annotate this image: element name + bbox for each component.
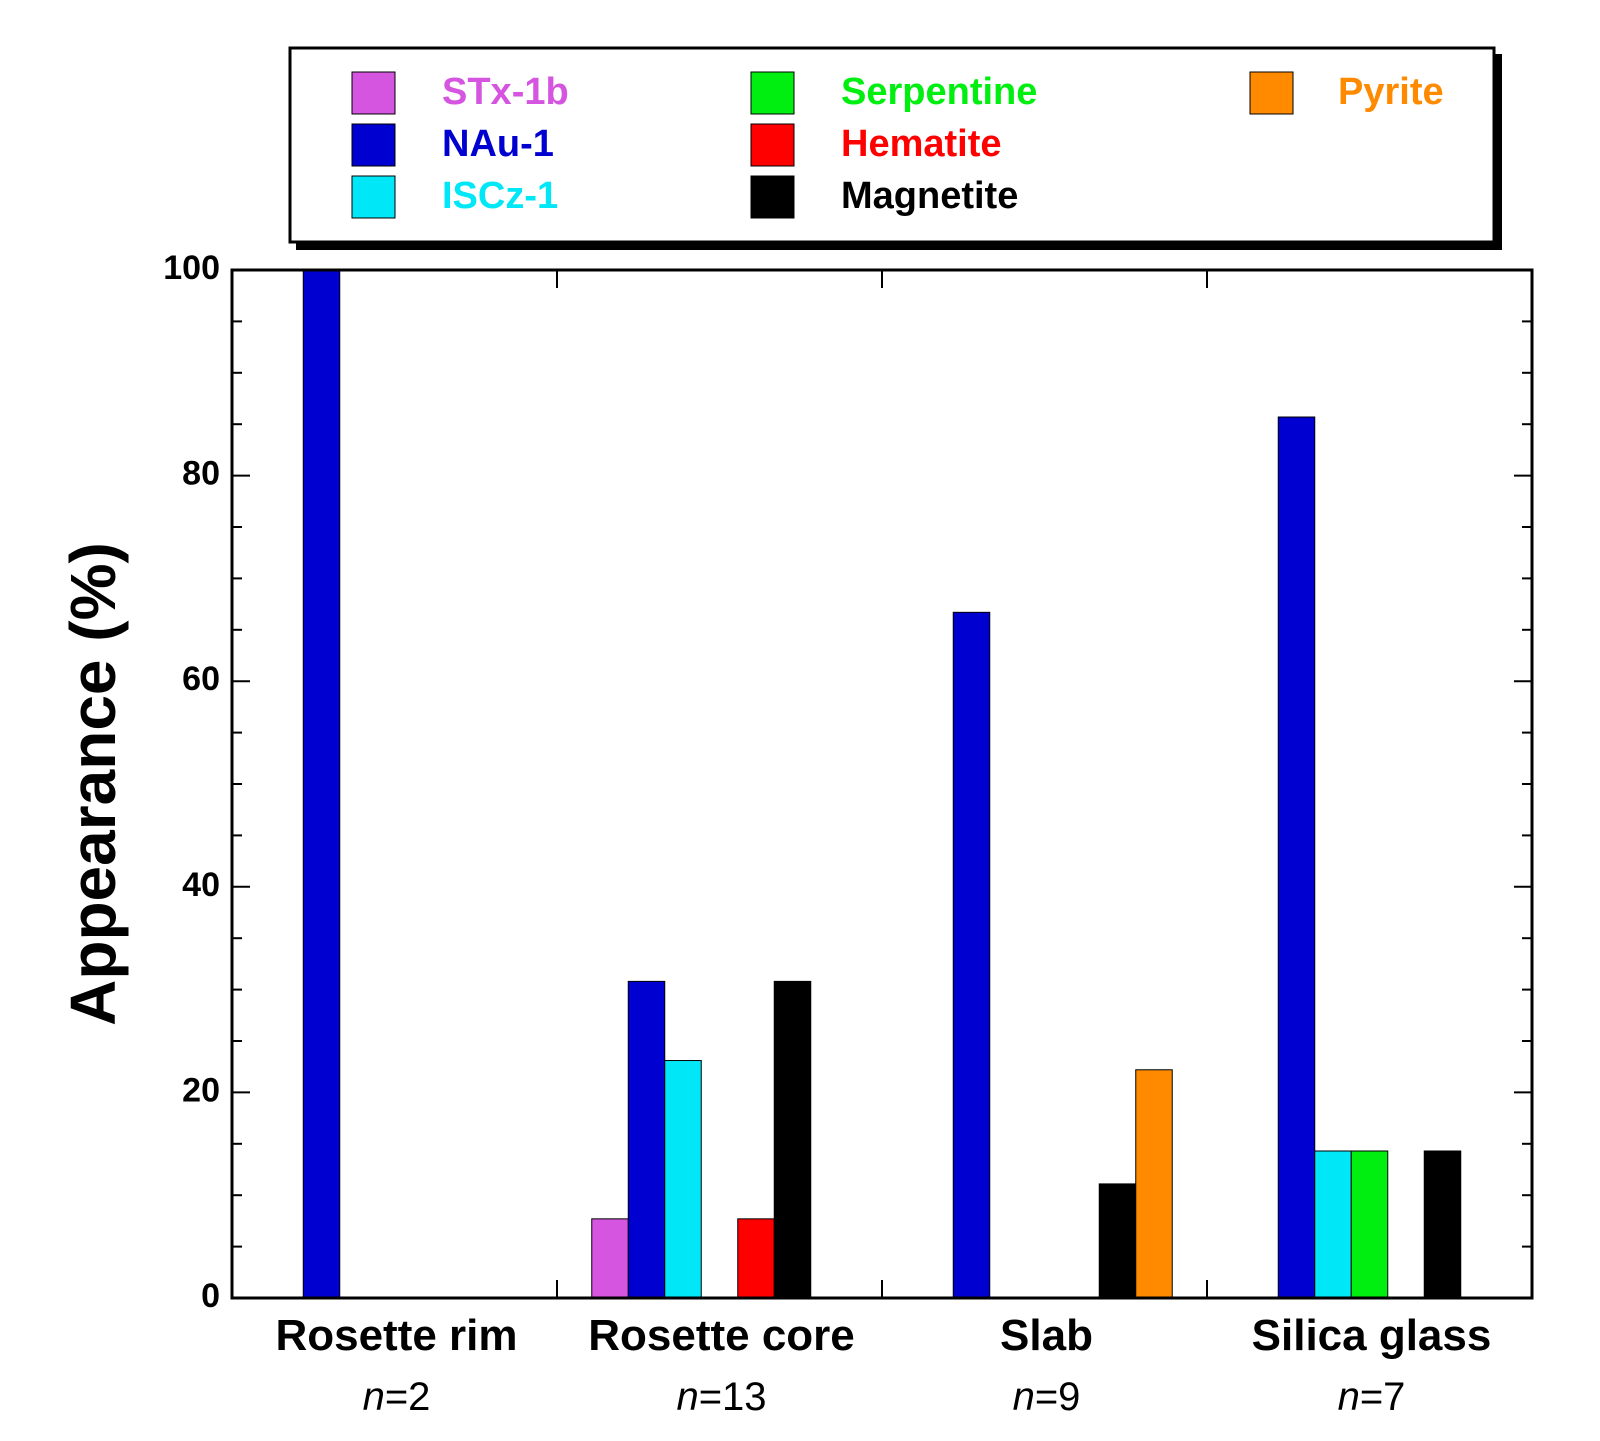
bar-nau-1 (952, 611, 991, 1299)
bar-magnetite (1423, 1150, 1462, 1299)
legend-label: Serpentine (841, 71, 1037, 113)
y-tick-label: 100 (163, 249, 220, 287)
plot-frame (230, 268, 1534, 1300)
bar-magnetite (1098, 1183, 1137, 1299)
legend-swatch (351, 71, 396, 115)
y-tick-label: 20 (182, 1071, 220, 1109)
legend-swatch (351, 175, 396, 219)
x-category-label: Silica glass (1252, 1311, 1492, 1360)
x-category-n: n=13 (676, 1375, 766, 1419)
y-tick-label: 60 (182, 660, 220, 698)
n-value: =7 (1360, 1375, 1406, 1419)
x-category-n: n=7 (1338, 1375, 1406, 1419)
n-symbol: n (1338, 1375, 1360, 1419)
bar-iscz-1 (1314, 1150, 1352, 1299)
x-category-label: Slab (1000, 1311, 1093, 1360)
bar-hematite (737, 1218, 775, 1299)
n-symbol: n (363, 1375, 385, 1419)
x-category-label: Rosette rim (275, 1311, 517, 1360)
legend-swatch (750, 175, 795, 219)
x-category-n: n=2 (363, 1375, 431, 1419)
n-symbol: n (1013, 1375, 1035, 1419)
bar-stx-1b (591, 1218, 629, 1299)
n-value: =9 (1035, 1375, 1081, 1419)
legend-label: Hematite (841, 123, 1002, 165)
legend-swatch (351, 123, 396, 167)
legend-label: ISCz-1 (442, 175, 558, 217)
bars-group (302, 269, 1462, 1299)
y-axis-label: Appearance (%) (57, 542, 129, 1026)
legend-swatch (750, 123, 795, 167)
n-value: =2 (385, 1375, 431, 1419)
legend-swatch (1249, 71, 1294, 115)
y-tick-label: 80 (182, 455, 220, 493)
legend-label: Pyrite (1338, 71, 1444, 113)
bar-nau-1 (1277, 416, 1316, 1299)
y-tick-label: 0 (201, 1277, 220, 1315)
y-axis: 0 20 40 60 80 100 (163, 249, 1532, 1315)
bar-pyrite (1135, 1069, 1173, 1299)
legend-swatch (750, 71, 795, 115)
y-tick-label: 40 (182, 866, 220, 904)
n-value: =13 (699, 1375, 767, 1419)
legend-label: NAu-1 (442, 123, 554, 165)
bar-nau-1 (627, 980, 666, 1299)
legend-label: Magnetite (841, 175, 1018, 217)
legend-label: STx-1b (442, 71, 569, 113)
x-category-label: Rosette core (588, 1311, 855, 1360)
n-symbol: n (676, 1375, 698, 1419)
legend: STx-1b NAu-1 ISCz-1 Serpentine Hematite Magne… (351, 71, 1444, 219)
bar-iscz-1 (664, 1060, 702, 1299)
x-category-n: n=9 (1013, 1375, 1081, 1419)
bar-nau-1 (302, 269, 341, 1299)
bar-magnetite (773, 980, 812, 1299)
bar-serpentine (1350, 1150, 1389, 1299)
